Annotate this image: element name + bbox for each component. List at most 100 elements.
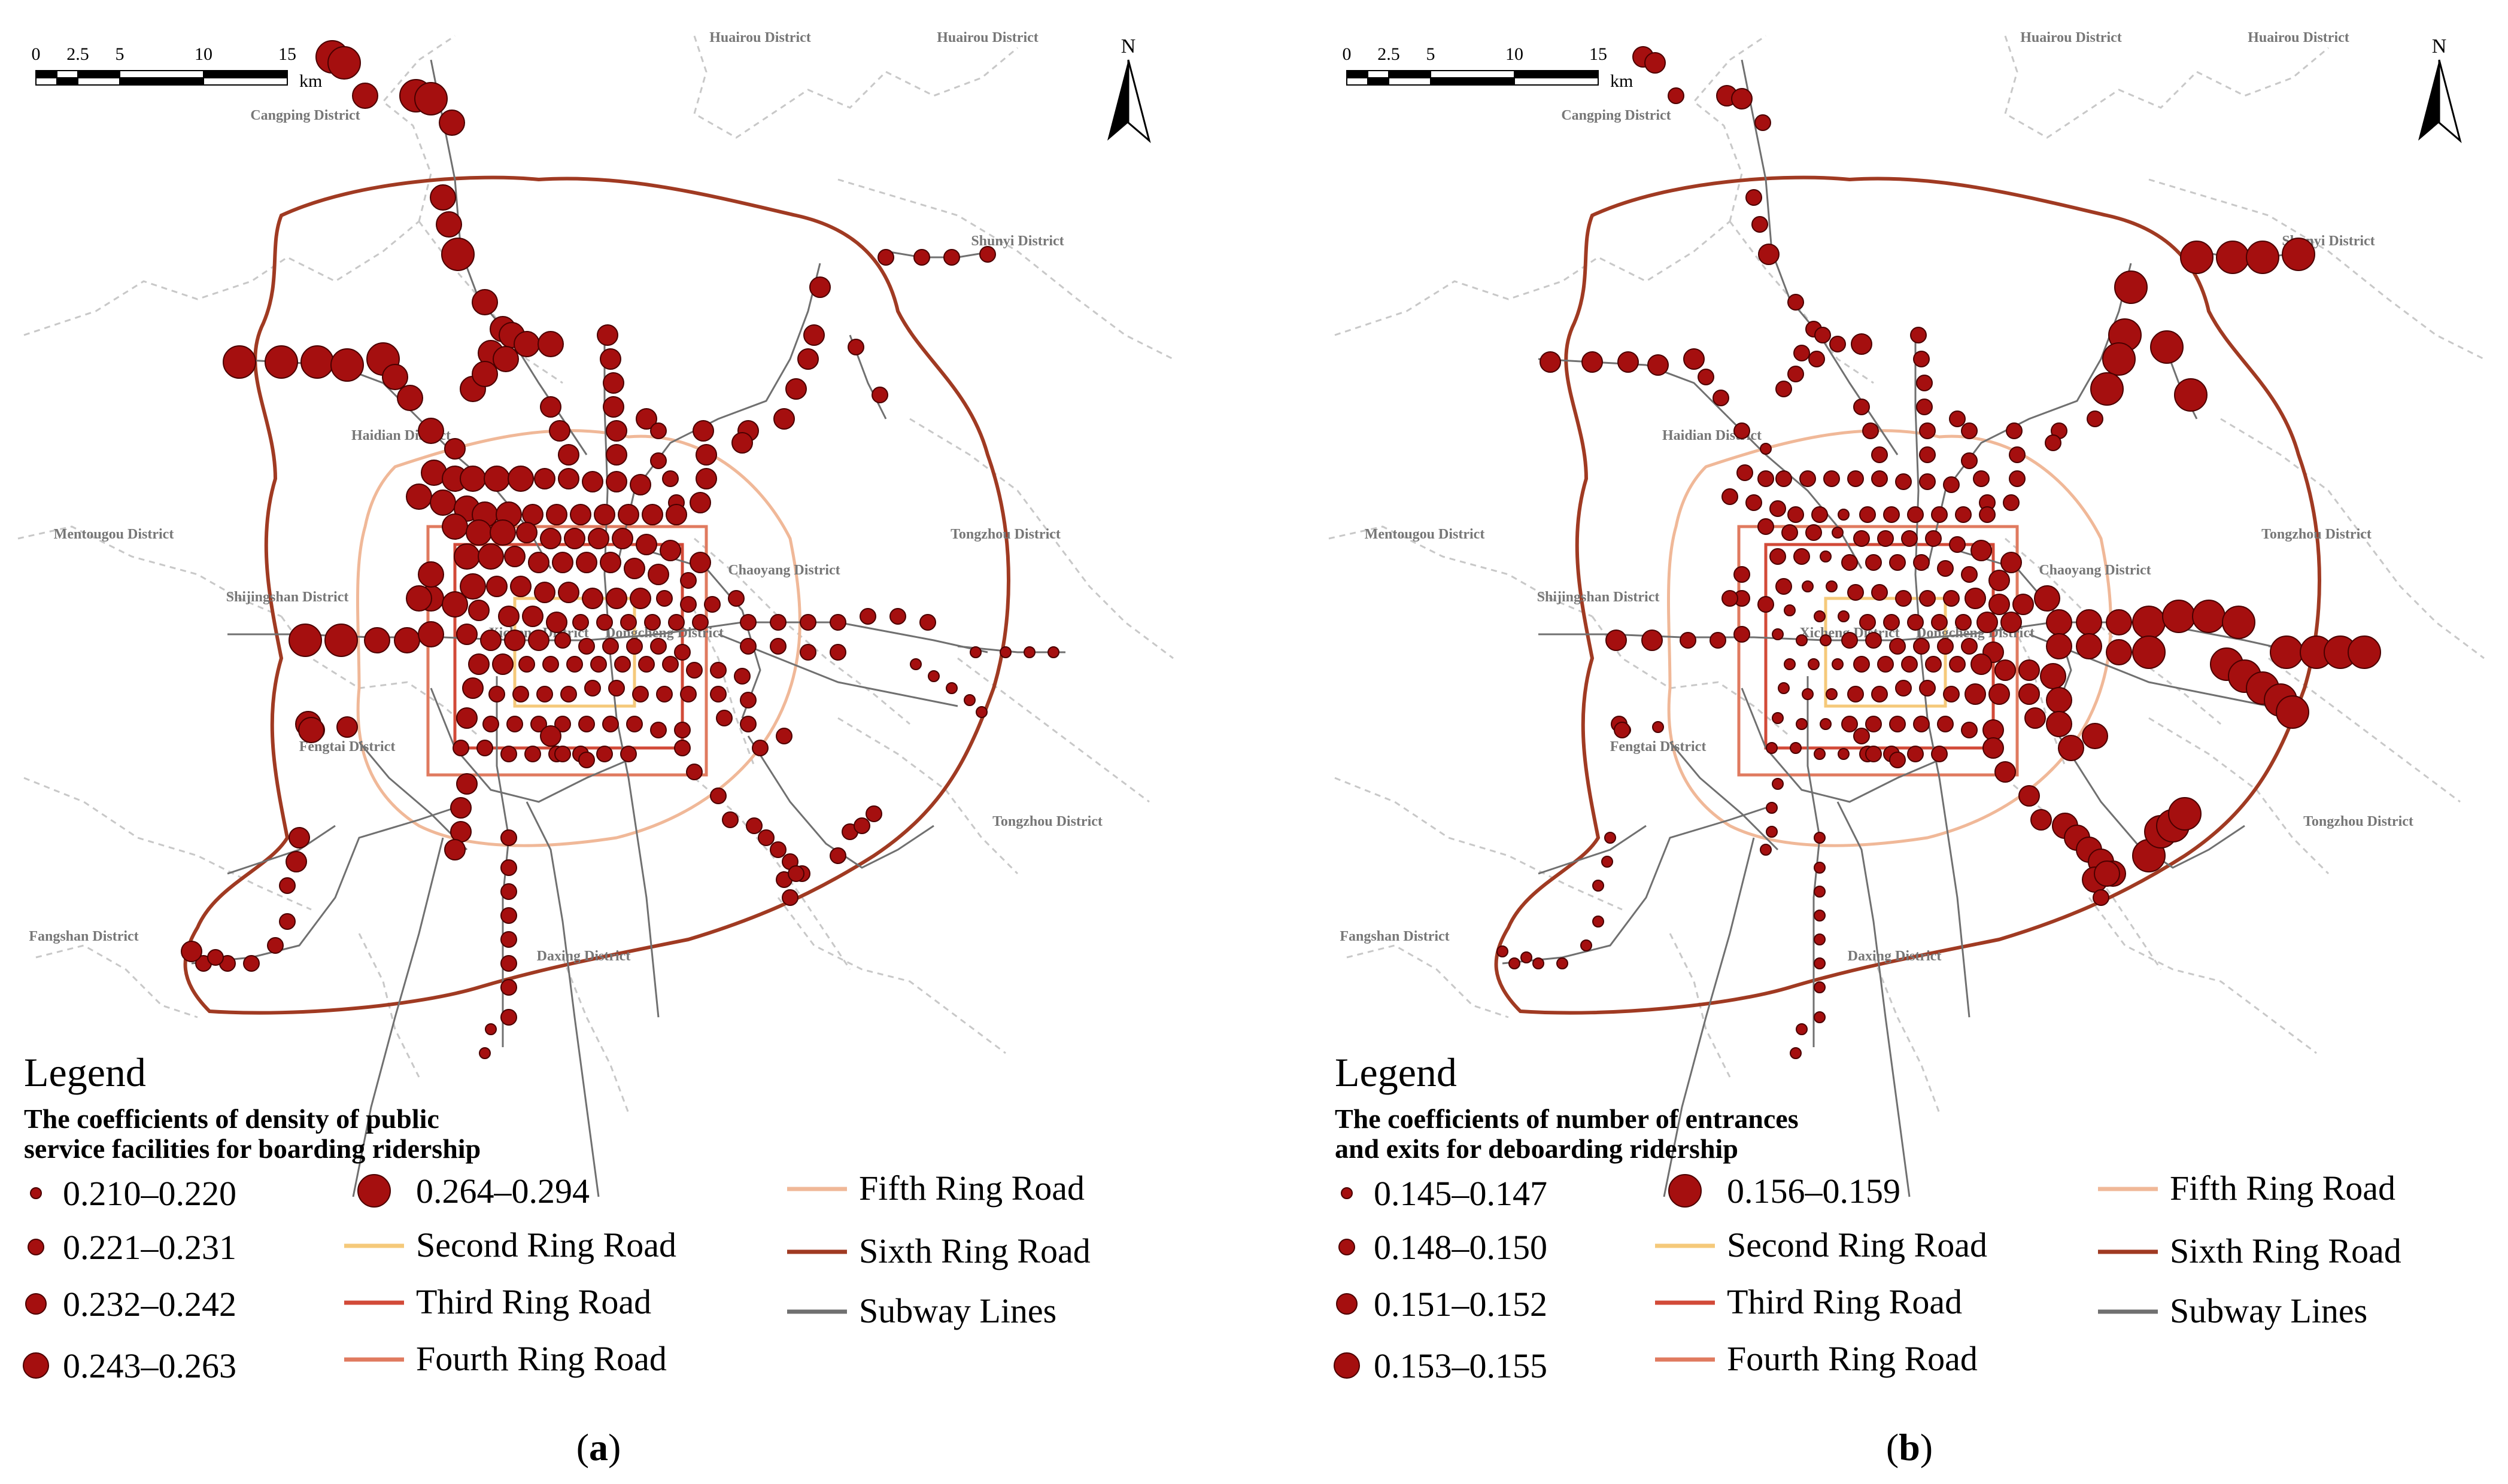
station-point <box>2102 342 2136 376</box>
station-point <box>289 827 310 849</box>
station-point <box>614 656 631 673</box>
legend-class-label: 0.148–0.150 <box>1374 1228 1547 1267</box>
station-point <box>466 519 492 546</box>
station-point <box>2246 241 2279 274</box>
station-point <box>690 552 711 573</box>
station-point <box>2040 663 2066 689</box>
station-point <box>620 746 637 762</box>
station-point <box>514 331 540 357</box>
station-point <box>674 644 691 661</box>
station-point <box>2024 707 2046 729</box>
station-point <box>442 513 468 540</box>
station-point <box>650 452 667 469</box>
station-point <box>2046 711 2072 737</box>
station-point <box>330 348 364 382</box>
station-point <box>549 420 570 442</box>
station-point <box>490 519 516 546</box>
station-point <box>1805 524 1822 541</box>
station-point <box>1970 540 1992 561</box>
station-point <box>1889 752 1906 768</box>
station-point <box>1925 656 1942 673</box>
station-point <box>1605 630 1627 651</box>
subway-line <box>1669 741 1779 851</box>
station-point <box>524 746 541 762</box>
scale-bar-segment <box>1514 70 1599 78</box>
legend-line-label-third: Third Ring Road <box>1727 1282 1962 1321</box>
district-label-chaoyang: Chaoyang District <box>2039 562 2151 578</box>
district-boundary <box>1591 616 1790 737</box>
station-point <box>1919 422 1936 439</box>
station-point <box>1508 957 1520 969</box>
station-point <box>482 716 499 732</box>
legend-subtitle-line1: The coefficients of density of public <box>24 1103 439 1134</box>
north-arrow-right <box>1127 59 1151 144</box>
station-point <box>300 345 334 379</box>
station-point <box>223 345 256 379</box>
legend-line-label-sixth: Sixth Ring Road <box>859 1231 1091 1270</box>
station-point <box>1883 614 1900 631</box>
subway-line <box>352 837 444 1197</box>
station-point <box>478 543 504 570</box>
station-point <box>1520 951 1532 963</box>
station-point <box>690 492 711 513</box>
scale-bar-segment <box>203 70 288 78</box>
station-point <box>1895 680 1912 697</box>
station-point <box>1931 614 1948 631</box>
station-point <box>1710 632 1726 649</box>
station-point <box>1820 718 1832 730</box>
station-point <box>558 582 579 603</box>
district-boundary <box>1328 525 1593 618</box>
station-point <box>1826 688 1838 700</box>
district-label-huairou2: Huairou District <box>2248 30 2349 45</box>
north-arrow-icon: N <box>1107 35 1151 144</box>
station-point <box>439 110 465 136</box>
scale-tick-label: 2.5 <box>66 44 89 64</box>
scale-bar-segment <box>119 77 204 86</box>
station-point <box>1796 718 1808 730</box>
station-point <box>1871 584 1888 601</box>
station-point <box>500 1009 517 1026</box>
station-point <box>554 632 571 649</box>
station-point <box>1901 656 1918 673</box>
station-point <box>626 716 643 732</box>
station-point <box>696 444 717 466</box>
station-point <box>1826 580 1838 592</box>
station-point <box>542 656 559 673</box>
station-point <box>1731 88 1753 110</box>
station-point <box>2009 446 2026 463</box>
station-point <box>1540 351 1561 373</box>
station-point <box>327 46 361 80</box>
station-point <box>1961 638 1978 655</box>
station-point <box>1949 410 1966 427</box>
station-point <box>1889 638 1906 655</box>
station-point <box>382 364 408 390</box>
station-point <box>776 728 793 744</box>
station-point <box>510 576 532 597</box>
station-point <box>1988 570 2010 591</box>
scale-unit: km <box>1610 71 1633 91</box>
station-point <box>1641 630 1663 651</box>
district-boundary <box>837 717 1019 875</box>
station-point <box>624 558 645 579</box>
station-point <box>1814 933 1826 945</box>
station-point <box>1925 530 1942 547</box>
station-point <box>480 630 502 651</box>
station-point <box>2046 633 2072 659</box>
district-boundary <box>694 537 910 725</box>
station-point <box>1652 721 1664 733</box>
station-point <box>1841 632 1858 649</box>
district-label-tongzhou2: Tongzhou District <box>2303 814 2413 829</box>
station-point <box>406 483 432 510</box>
station-point <box>1787 366 1804 382</box>
subway-line <box>526 801 600 1197</box>
station-point <box>1814 327 1831 343</box>
station-point <box>243 955 260 972</box>
station-point <box>1937 638 1954 655</box>
district-label-mentougou: Mentougou District <box>1365 527 1485 542</box>
station-point <box>618 504 639 525</box>
station-point <box>430 489 456 516</box>
station-point <box>620 614 637 631</box>
station-point <box>2282 238 2315 271</box>
station-point <box>854 817 870 834</box>
station-point <box>636 408 657 430</box>
